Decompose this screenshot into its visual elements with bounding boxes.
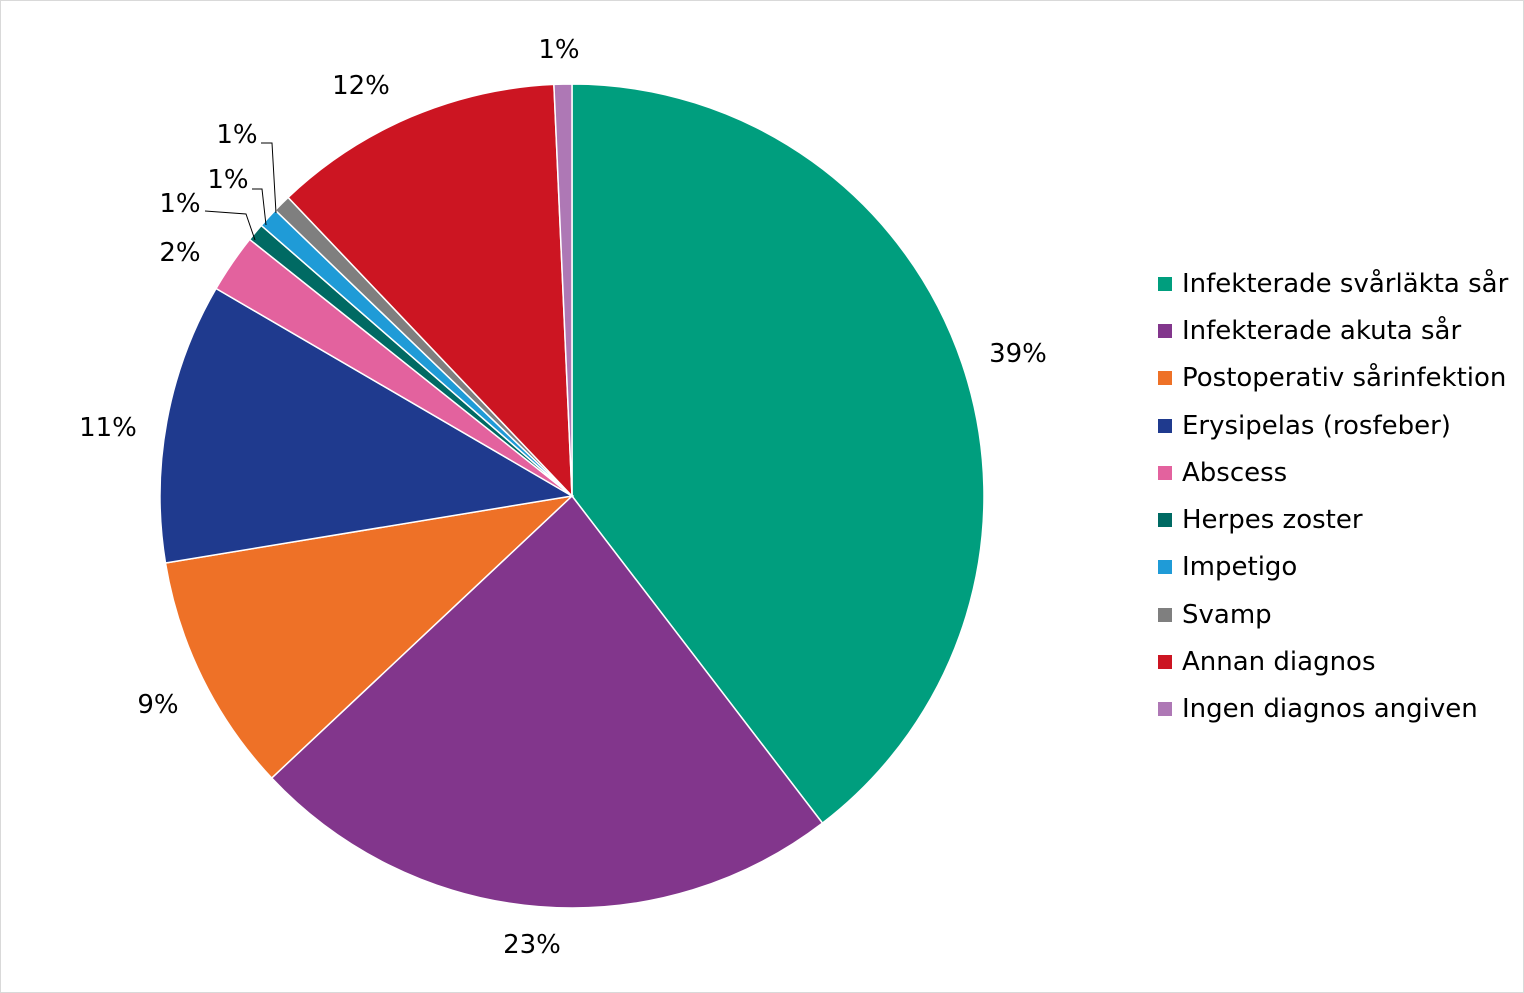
data-label-annan-diagnos: 12% xyxy=(332,71,390,101)
pie-slice-erysipelas xyxy=(159,287,575,564)
data-label-svarlakta: 39% xyxy=(989,339,1047,369)
legend-swatch xyxy=(1158,560,1172,575)
legend-swatch xyxy=(1158,418,1172,433)
legend-swatch xyxy=(1158,702,1172,717)
leader-line-impetigo xyxy=(252,188,267,226)
legend-label: Annan diagnos xyxy=(1182,647,1376,678)
legend-label: Infekterade akuta sår xyxy=(1182,315,1462,346)
legend-item-herpes-zoster: Herpes zoster xyxy=(1158,496,1518,543)
legend-swatch xyxy=(1158,513,1172,528)
legend-swatch xyxy=(1158,371,1172,386)
legend-label: Infekterade svårläkta sår xyxy=(1182,268,1509,299)
legend-item-akuta: Infekterade akuta sår xyxy=(1158,307,1518,354)
data-label-postoperativ: 9% xyxy=(137,690,178,720)
legend-swatch xyxy=(1158,323,1172,338)
pie-slice-svarlakta xyxy=(571,83,985,825)
data-label-herpes-zoster: 1% xyxy=(159,189,200,219)
legend-item-impetigo: Impetigo xyxy=(1158,544,1518,591)
pie-slice-annan-diagnos xyxy=(287,83,573,498)
legend-label: Postoperativ sårinfektion xyxy=(1182,363,1507,394)
legend-label: Abscess xyxy=(1182,457,1288,488)
legend-swatch xyxy=(1158,276,1172,291)
legend-item-annan-diagnos: Annan diagnos xyxy=(1158,638,1518,685)
pie-slices xyxy=(159,83,985,909)
pie-slice-ingen-diagnos xyxy=(553,83,573,497)
legend-swatch xyxy=(1158,655,1172,670)
legend-item-erysipelas: Erysipelas (rosfeber) xyxy=(1158,402,1518,449)
legend-swatch xyxy=(1158,465,1172,480)
legend-label: Svamp xyxy=(1182,599,1272,630)
data-label-abscess: 2% xyxy=(159,238,200,268)
legend-label: Ingen diagnos angiven xyxy=(1182,694,1478,725)
legend-item-ingen-diagnos: Ingen diagnos angiven xyxy=(1158,686,1518,733)
pie-slice-postoperativ xyxy=(164,494,575,780)
data-label-erysipelas: 11% xyxy=(79,413,137,443)
data-label-ingen-diagnos: 1% xyxy=(538,35,579,65)
legend-label: Erysipelas (rosfeber) xyxy=(1182,410,1451,441)
legend-item-svarlakta: Infekterade svårläkta sår xyxy=(1158,260,1518,307)
data-label-impetigo: 1% xyxy=(207,165,248,195)
data-labels: 39%23%9%11%2%1%1%1%12%1% xyxy=(79,35,1047,960)
data-label-akuta: 23% xyxy=(503,930,561,960)
leader-line-herpes-zoster xyxy=(204,210,256,241)
legend-swatch xyxy=(1158,607,1172,622)
legend: Infekterade svårläkta sår Infekterade aku… xyxy=(1158,260,1518,733)
legend-item-postoperativ: Postoperativ sårinfektion xyxy=(1158,355,1518,402)
pie-slice-akuta xyxy=(270,494,824,909)
legend-label: Impetigo xyxy=(1182,552,1298,583)
leader-line-svamp xyxy=(261,142,277,214)
legend-label: Herpes zoster xyxy=(1182,505,1363,536)
data-label-svamp: 1% xyxy=(216,120,257,150)
legend-item-abscess: Abscess xyxy=(1158,449,1518,496)
leader-lines xyxy=(204,142,277,241)
legend-item-svamp: Svamp xyxy=(1158,591,1518,638)
